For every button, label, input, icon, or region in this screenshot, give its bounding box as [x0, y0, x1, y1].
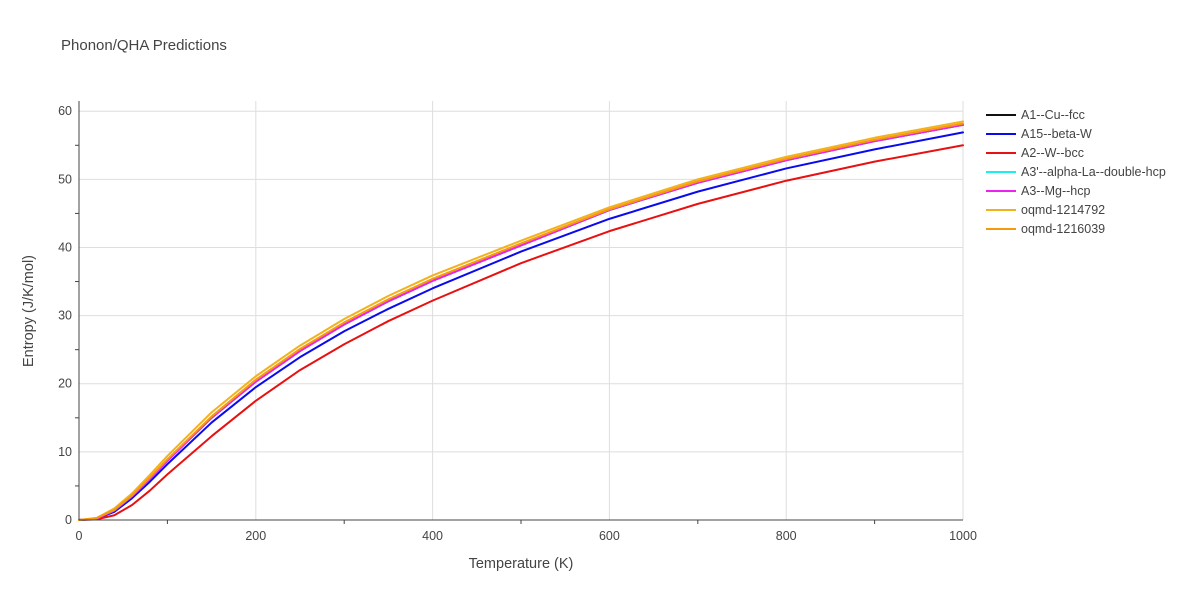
legend-item[interactable]: A2--W--bcc: [986, 146, 1084, 160]
legend-label: A3--Mg--hcp: [1021, 184, 1091, 198]
x-tick-label: 400: [422, 529, 443, 543]
x-tick-label: 1000: [949, 529, 977, 543]
y-tick-label: 60: [58, 104, 72, 118]
series-line-6: [78, 122, 964, 521]
y-tick-label: 20: [58, 377, 72, 391]
series-line-2: [78, 144, 964, 521]
legend-label: A2--W--bcc: [1021, 146, 1084, 160]
legend-item[interactable]: oqmd-1216039: [986, 222, 1105, 236]
legend-label: A1--Cu--fcc: [1021, 108, 1085, 122]
x-tick-label: 0: [76, 529, 83, 543]
legend-label: oqmd-1216039: [1021, 222, 1105, 236]
legend[interactable]: A1--Cu--fcc A15--beta-W A2--W--bcc A3'--alp…: [986, 108, 1166, 236]
series-line-3: [78, 123, 964, 521]
x-tick-label: 200: [245, 529, 266, 543]
y-tick-label: 30: [58, 309, 72, 323]
y-axis-title: Entropy (J/K/mol): [21, 255, 37, 367]
series-line-5: [78, 120, 964, 521]
legend-label: oqmd-1214792: [1021, 203, 1105, 217]
series-line-1: [78, 131, 964, 521]
x-axis-title: Temperature (K): [469, 556, 574, 572]
legend-item[interactable]: oqmd-1214792: [986, 203, 1105, 217]
y-tick-label: 40: [58, 240, 72, 254]
axis-layer: 0 200 400 600 800 1000 0 10 20 30 40 50 60: [58, 101, 977, 543]
grid-layer: [79, 101, 964, 520]
x-tick-label: 600: [599, 529, 620, 543]
legend-item[interactable]: A3--Mg--hcp: [986, 184, 1091, 198]
series-line-0: [78, 123, 964, 521]
x-tick-label: 800: [776, 529, 797, 543]
series-line-4: [78, 123, 964, 521]
y-tick-label: 10: [58, 445, 72, 459]
y-tick-label: 50: [58, 172, 72, 186]
chart-title: Phonon/QHA Predictions: [61, 37, 227, 54]
legend-item[interactable]: A3'--alpha-La--double-hcp: [986, 165, 1166, 179]
legend-item[interactable]: A15--beta-W: [986, 127, 1092, 141]
legend-item[interactable]: A1--Cu--fcc: [986, 108, 1085, 122]
series-layer: [78, 120, 964, 521]
legend-label: A15--beta-W: [1021, 127, 1092, 141]
legend-label: A3'--alpha-La--double-hcp: [1021, 165, 1166, 179]
y-tick-label: 0: [65, 513, 72, 527]
